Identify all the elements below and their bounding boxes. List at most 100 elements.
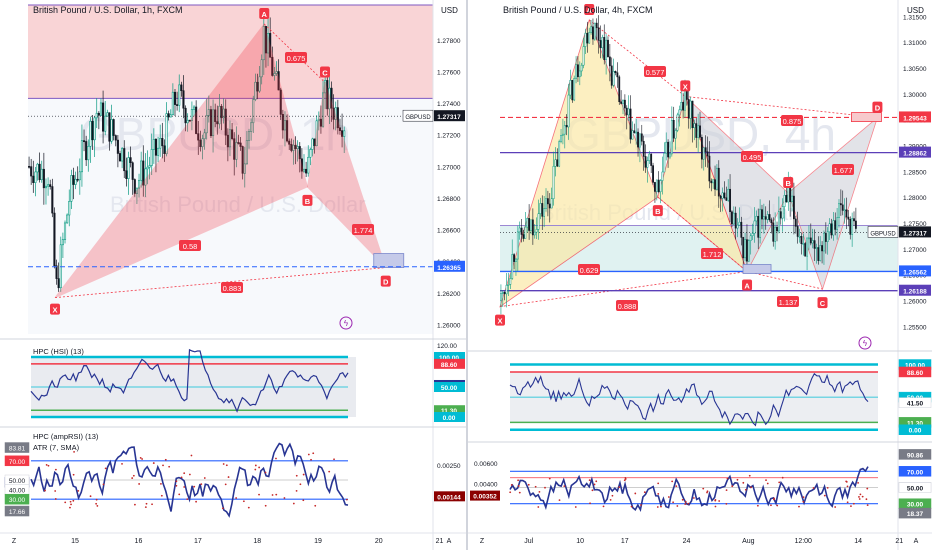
candle-body	[157, 147, 160, 156]
candle-body	[593, 22, 596, 40]
candle-body	[772, 222, 775, 242]
atr-dot	[175, 480, 178, 483]
candle-body	[545, 198, 547, 209]
candle-body	[241, 146, 244, 174]
price-tag-value: 1.26365	[437, 265, 461, 272]
candle-body	[522, 234, 525, 239]
candle-body	[243, 163, 246, 174]
symbol-tag	[867, 226, 899, 238]
candle-body	[271, 56, 274, 76]
candle-body	[173, 91, 177, 105]
candle-body	[247, 131, 251, 141]
candle-body	[116, 139, 119, 154]
candle-body	[262, 26, 265, 61]
atr-dot	[714, 499, 717, 501]
atr-dot	[333, 458, 335, 461]
right-y-tick: 1.27000	[903, 247, 927, 254]
pattern-point-label-D: D	[383, 278, 389, 287]
candle-body	[824, 233, 827, 242]
atr-dot	[47, 464, 50, 467]
candle-body	[854, 220, 857, 229]
atr-dot	[702, 487, 705, 490]
atr-dot	[510, 484, 513, 486]
atr-dot	[310, 458, 312, 461]
atr-dot	[200, 483, 203, 486]
candle-body	[330, 87, 333, 109]
atr-dot	[180, 476, 183, 479]
left-y-tick: 1.27800	[437, 38, 461, 45]
candle-body	[61, 239, 64, 246]
atr-dot	[781, 476, 784, 479]
atr-dot	[139, 457, 142, 459]
candle-body	[552, 166, 555, 199]
candle-body	[220, 105, 223, 119]
hsi-level-tag-value: 11.30	[441, 408, 457, 415]
candle-body	[275, 71, 278, 74]
candle-body	[108, 112, 111, 142]
atr-dot	[692, 497, 695, 499]
ratio-label-1.712: 1.712	[703, 250, 722, 259]
left-x-tick: 15	[71, 538, 79, 545]
candle-body	[577, 64, 579, 78]
atr-dot	[725, 489, 728, 492]
panel-divider[interactable]	[466, 0, 468, 550]
candle-body	[674, 130, 677, 139]
pattern-point-marker	[302, 194, 313, 206]
right-y-tick: 1.25500	[903, 324, 927, 331]
candle-body	[794, 218, 797, 227]
candle-body	[537, 213, 540, 230]
pattern-point-label-X: X	[497, 317, 502, 326]
candle-body	[190, 109, 193, 121]
atr-dot	[151, 503, 153, 506]
dotted-ba	[657, 196, 748, 272]
atr-dot	[574, 506, 577, 508]
atr-dot	[54, 490, 57, 492]
atr-dot	[302, 499, 305, 502]
atr-dot	[726, 477, 729, 480]
dotted-ax	[588, 19, 686, 97]
candle-body	[776, 226, 778, 232]
candle-body	[623, 99, 626, 109]
atr-dot	[538, 490, 541, 493]
right-y-tick: 1.27500	[903, 221, 927, 228]
candle-body	[264, 26, 267, 54]
lightning-icon[interactable]	[858, 336, 872, 350]
candle-body	[36, 163, 39, 173]
candle-body	[161, 137, 164, 147]
candle-body	[629, 108, 632, 140]
right-y-tick: 1.30500	[903, 66, 927, 73]
candle-body	[746, 239, 748, 262]
candle-body	[678, 109, 681, 116]
atr-dot	[667, 496, 670, 498]
amprsi-level-tag	[4, 505, 30, 517]
ratio-badge	[616, 300, 638, 311]
price-tag	[899, 111, 931, 123]
candle-body	[47, 184, 50, 187]
candle-body	[256, 81, 259, 92]
candle-body	[631, 130, 634, 140]
pattern-point-marker	[742, 279, 753, 291]
lightning-icon[interactable]	[339, 316, 353, 330]
candle-body	[704, 147, 707, 152]
left-x-tick: 19	[314, 538, 322, 545]
atr-dot	[858, 498, 861, 500]
left-y-tick: 1.27000	[437, 164, 461, 171]
candle-body	[689, 100, 692, 119]
atr-dot	[54, 468, 57, 471]
atr-dot	[640, 504, 642, 506]
candle-body	[798, 236, 801, 238]
candle-body	[500, 293, 502, 301]
atr-dot	[225, 464, 228, 467]
candle-body	[839, 203, 842, 206]
price-tag-value: 1.29543	[903, 115, 927, 122]
right-x-tick: 12:00	[794, 538, 812, 545]
atr-dot	[643, 491, 646, 494]
pattern-point-marker	[872, 101, 883, 113]
pattern-point-marker	[320, 66, 330, 78]
candle-body	[267, 33, 270, 54]
ratio-label-1.677: 1.677	[834, 166, 853, 175]
candle-body	[699, 125, 701, 138]
candle-body	[584, 32, 587, 47]
